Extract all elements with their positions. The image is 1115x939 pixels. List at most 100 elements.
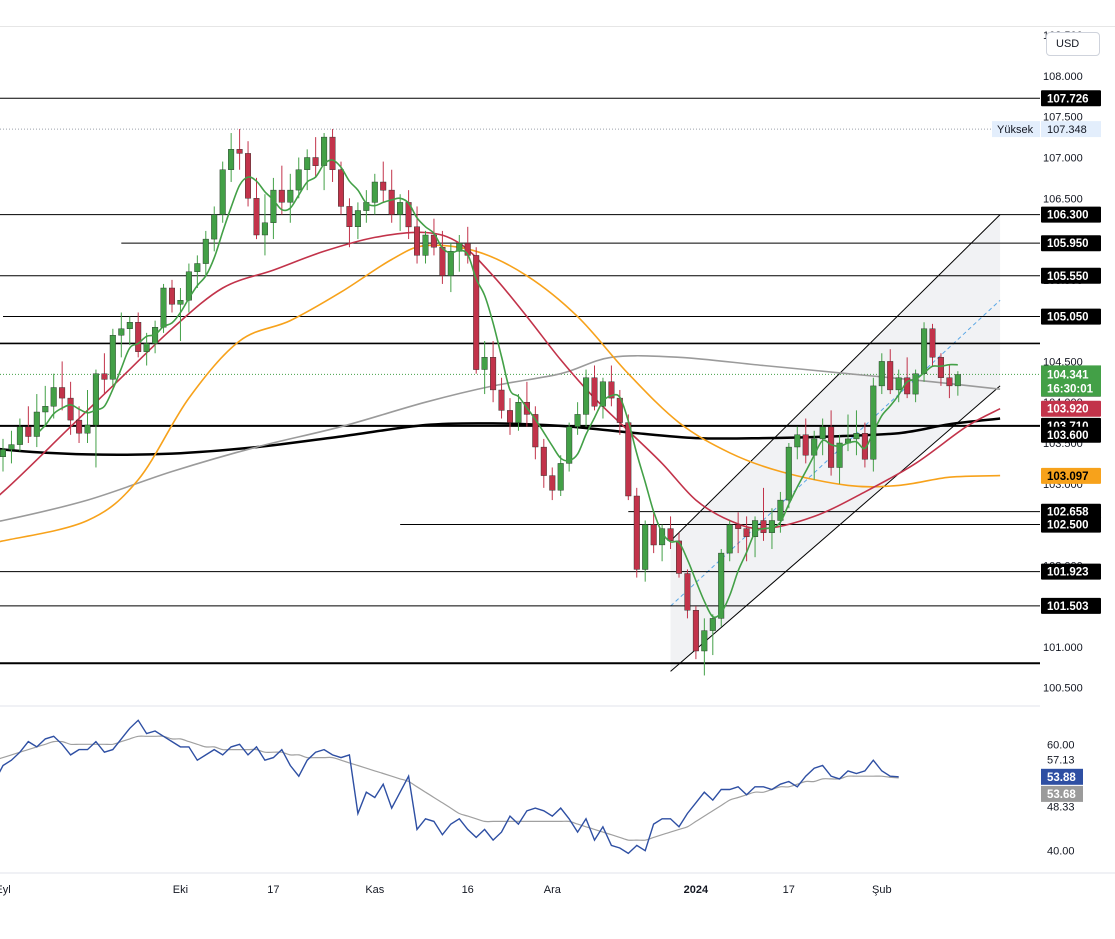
candle[interactable]: [929, 323, 936, 366]
candle[interactable]: [802, 418, 809, 464]
candle[interactable]: [895, 369, 902, 403]
candle[interactable]: [25, 406, 32, 443]
candle[interactable]: [583, 369, 590, 427]
candle[interactable]: [59, 361, 66, 411]
candle[interactable]: [777, 491, 784, 533]
ma-line-fast[interactable]: [36, 159, 958, 619]
candle[interactable]: [912, 369, 919, 403]
channel-mid-dashed[interactable]: [670, 299, 1001, 607]
candle[interactable]: [937, 353, 944, 386]
candle[interactable]: [414, 206, 421, 264]
candle[interactable]: [760, 487, 767, 541]
candle[interactable]: [16, 418, 23, 452]
candle[interactable]: [954, 371, 961, 396]
candle[interactable]: [532, 406, 539, 460]
time-axis[interactable]: Eyl Eki 17 Kas 16 Ara 2024 17 Şub: [0, 884, 892, 896]
candle[interactable]: [709, 614, 716, 656]
candle[interactable]: [84, 389, 91, 443]
candle[interactable]: [354, 202, 361, 240]
candle[interactable]: [321, 133, 328, 191]
candle[interactable]: [177, 288, 184, 342]
candle[interactable]: [633, 487, 640, 578]
candle[interactable]: [270, 177, 277, 240]
candle[interactable]: [515, 394, 522, 431]
candle[interactable]: [236, 128, 243, 170]
candle[interactable]: [650, 512, 657, 554]
rsi-pane[interactable]: [0, 719, 899, 855]
candle[interactable]: [388, 169, 395, 223]
candle[interactable]: [50, 373, 57, 419]
candle[interactable]: [599, 377, 606, 419]
candle[interactable]: [168, 279, 175, 313]
candle[interactable]: [540, 438, 547, 488]
candle[interactable]: [346, 198, 353, 248]
candle[interactable]: [642, 520, 649, 582]
candle[interactable]: [185, 263, 192, 313]
channel-upper-line[interactable]: [670, 214, 1001, 542]
candle[interactable]: [752, 516, 759, 558]
candle[interactable]: [42, 385, 49, 427]
candle[interactable]: [726, 520, 733, 562]
candle[interactable]: [253, 177, 260, 240]
channel-lower-line[interactable]: [670, 385, 1001, 672]
candle[interactable]: [380, 161, 387, 203]
candle[interactable]: [456, 234, 463, 272]
candle[interactable]: [304, 149, 311, 191]
candle[interactable]: [608, 365, 615, 407]
candle[interactable]: [92, 369, 99, 468]
candle[interactable]: [819, 418, 826, 456]
candle[interactable]: [397, 194, 404, 231]
candle[interactable]: [278, 165, 285, 215]
candle[interactable]: [794, 426, 801, 460]
candle[interactable]: [76, 406, 83, 443]
candle[interactable]: [498, 377, 505, 419]
price-pane[interactable]: [0, 97, 1040, 676]
candle[interactable]: [211, 206, 218, 252]
rsi-line-rsi[interactable]: [0, 719, 899, 855]
candle[interactable]: [405, 190, 412, 240]
candle[interactable]: [785, 442, 792, 509]
candle[interactable]: [422, 230, 429, 264]
candle[interactable]: [447, 243, 454, 293]
candle[interactable]: [735, 512, 742, 554]
candle[interactable]: [473, 247, 480, 374]
candle[interactable]: [692, 606, 699, 660]
candle[interactable]: [887, 349, 894, 395]
candle[interactable]: [861, 422, 868, 468]
candle[interactable]: [566, 422, 573, 472]
candle[interactable]: [8, 430, 15, 464]
candle[interactable]: [295, 157, 302, 199]
candle[interactable]: [490, 341, 497, 403]
candle[interactable]: [118, 312, 125, 358]
candle[interactable]: [676, 532, 683, 578]
candle[interactable]: [549, 467, 556, 501]
candle[interactable]: [312, 137, 319, 178]
candle[interactable]: [126, 316, 133, 346]
candle[interactable]: [67, 381, 74, 435]
candle[interactable]: [828, 410, 835, 476]
candle[interactable]: [363, 190, 370, 223]
candle[interactable]: [338, 161, 345, 215]
candle[interactable]: [591, 365, 598, 411]
candle[interactable]: [481, 341, 488, 395]
candle[interactable]: [574, 402, 581, 435]
candle[interactable]: [244, 141, 251, 207]
candle[interactable]: [202, 230, 209, 276]
candle[interactable]: [219, 161, 226, 223]
candle[interactable]: [287, 173, 294, 223]
candle[interactable]: [836, 434, 843, 484]
candle[interactable]: [684, 569, 691, 619]
candle[interactable]: [101, 353, 108, 395]
candle[interactable]: [194, 255, 201, 289]
candle[interactable]: [228, 133, 235, 182]
candle[interactable]: [329, 128, 336, 182]
candle[interactable]: [430, 218, 437, 256]
candle[interactable]: [853, 410, 860, 456]
candle[interactable]: [371, 173, 378, 215]
candle[interactable]: [870, 377, 877, 472]
candle[interactable]: [557, 455, 564, 497]
candle[interactable]: [667, 516, 674, 550]
rsi-line-rsi_ma[interactable]: [0, 735, 899, 841]
candle[interactable]: [507, 398, 514, 435]
